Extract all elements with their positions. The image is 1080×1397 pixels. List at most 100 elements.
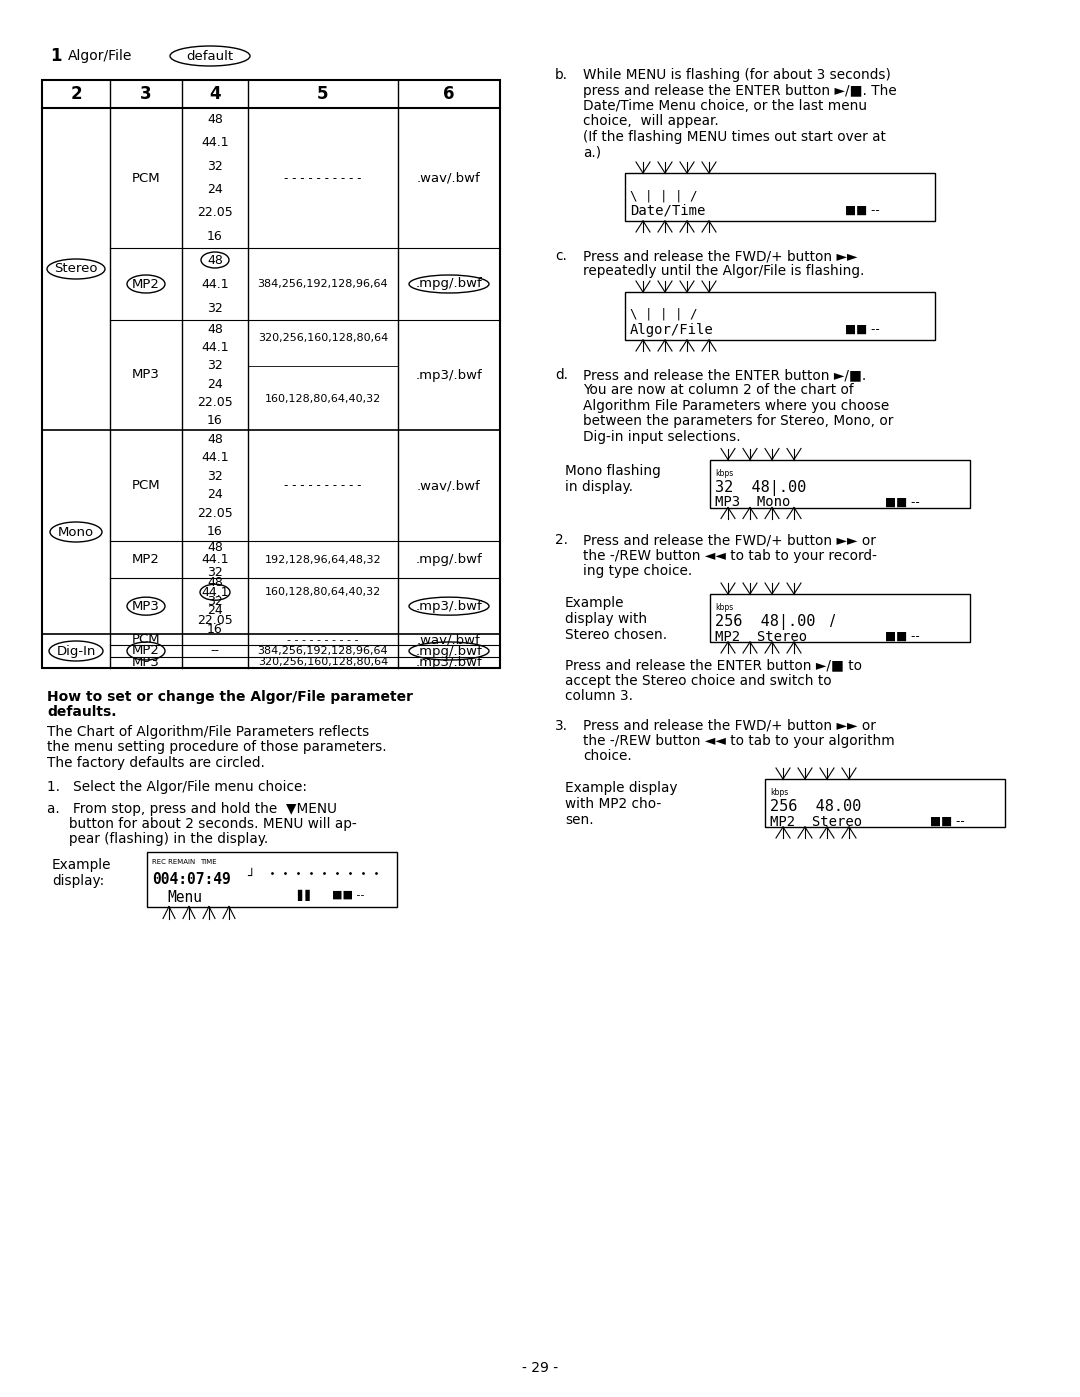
Text: ■■ --: ■■ -- (845, 204, 880, 217)
Text: 16: 16 (207, 623, 222, 636)
Text: Stereo: Stereo (54, 263, 98, 275)
Text: You are now at column 2 of the chart of: You are now at column 2 of the chart of (583, 384, 853, 398)
Text: the menu setting procedure of those parameters.: the menu setting procedure of those para… (48, 740, 387, 754)
Text: The factory defaults are circled.: The factory defaults are circled. (48, 756, 265, 770)
Text: Example: Example (565, 597, 624, 610)
Text: 192,128,96,64,48,32: 192,128,96,64,48,32 (265, 555, 381, 564)
Text: Mono flashing: Mono flashing (565, 464, 661, 478)
Text: Algor/File: Algor/File (630, 323, 714, 337)
Text: Press and release the FWD/+ button ►► or: Press and release the FWD/+ button ►► or (583, 718, 876, 732)
Text: defaults.: defaults. (48, 705, 117, 719)
Text: - - - - - - - - - -: - - - - - - - - - - (287, 634, 359, 644)
Text: 4: 4 (210, 85, 220, 103)
Text: Press and release the FWD/+ button ►► or: Press and release the FWD/+ button ►► or (583, 534, 876, 548)
Text: 32  48|.00: 32 48|.00 (715, 479, 807, 496)
Text: 24: 24 (207, 489, 222, 502)
Text: PCM: PCM (132, 633, 160, 647)
Text: 32: 32 (207, 159, 222, 173)
Text: Press and release the ENTER button ►/■.: Press and release the ENTER button ►/■. (583, 367, 866, 381)
Text: sen.: sen. (565, 813, 594, 827)
Text: 16: 16 (207, 415, 222, 427)
Text: b.: b. (555, 68, 568, 82)
Text: MP3  Mono: MP3 Mono (715, 496, 791, 510)
Text: ■■ --: ■■ -- (332, 890, 365, 900)
Text: MP3: MP3 (132, 655, 160, 669)
Text: Menu: Menu (167, 890, 202, 904)
Text: 5: 5 (318, 85, 328, 103)
Text: the -/REW button ◄◄ to tab to your algorithm: the -/REW button ◄◄ to tab to your algor… (583, 733, 894, 747)
Text: pear (flashing) in the display.: pear (flashing) in the display. (48, 833, 268, 847)
Text: (If the flashing MENU times out start over at: (If the flashing MENU times out start ov… (583, 130, 886, 144)
Text: 256  48|.00: 256 48|.00 (715, 615, 815, 630)
Text: press and release the ENTER button ►/■. The: press and release the ENTER button ►/■. … (583, 84, 896, 98)
Text: a.   From stop, press and hold the  ▼MENU: a. From stop, press and hold the ▼MENU (48, 802, 337, 816)
Text: Example: Example (52, 859, 111, 873)
Text: \ | | | /: \ | | | / (630, 189, 698, 203)
Text: 160,128,80,64,40,32: 160,128,80,64,40,32 (265, 587, 381, 598)
Text: ■■ --: ■■ -- (885, 630, 920, 643)
Text: Date/Time: Date/Time (630, 204, 705, 218)
Text: 48: 48 (207, 577, 222, 590)
Bar (765, 780, 1005, 827)
Text: Stereo chosen.: Stereo chosen. (565, 629, 667, 643)
Text: PCM: PCM (132, 479, 160, 492)
Text: 44.1: 44.1 (201, 278, 229, 291)
Text: Date/Time Menu choice, or the last menu: Date/Time Menu choice, or the last menu (583, 99, 867, 113)
Text: 48: 48 (207, 433, 222, 446)
Text: 320,256,160,128,80,64: 320,256,160,128,80,64 (258, 334, 388, 344)
Text: The Chart of Algorithm/File Parameters reflects: The Chart of Algorithm/File Parameters r… (48, 725, 369, 739)
Text: 004:07:49: 004:07:49 (152, 872, 231, 887)
Text: 32: 32 (207, 469, 222, 483)
Bar (625, 292, 935, 339)
Text: .wav/.bwf: .wav/.bwf (417, 479, 481, 492)
Bar (710, 460, 970, 507)
Text: choice.: choice. (583, 750, 632, 764)
Text: Algorithm File Parameters where you choose: Algorithm File Parameters where you choo… (583, 400, 889, 414)
Text: d.: d. (555, 367, 568, 381)
Text: .mpg/.bwf: .mpg/.bwf (416, 644, 483, 658)
Text: kbps: kbps (715, 468, 733, 478)
Text: 44.1: 44.1 (201, 553, 229, 566)
Text: display with: display with (565, 612, 647, 626)
Text: 24: 24 (207, 605, 222, 617)
Text: 2.: 2. (555, 534, 568, 548)
Text: 24: 24 (207, 183, 222, 196)
Text: Dig-in input selections.: Dig-in input selections. (583, 430, 741, 444)
Text: Mono: Mono (58, 525, 94, 538)
Text: 6: 6 (443, 85, 455, 103)
Text: ing type choice.: ing type choice. (583, 564, 692, 578)
Text: 22.05: 22.05 (198, 507, 233, 520)
Text: column 3.: column 3. (565, 689, 633, 703)
Text: While MENU is flashing (for about 3 seconds): While MENU is flashing (for about 3 seco… (583, 68, 891, 82)
Text: default: default (187, 49, 233, 63)
Text: .wav/.bwf: .wav/.bwf (417, 633, 481, 647)
Text: Dig-In: Dig-In (56, 644, 96, 658)
Text: 44.1: 44.1 (201, 451, 229, 464)
Text: Press and release the ENTER button ►/■ to: Press and release the ENTER button ►/■ t… (565, 658, 862, 672)
Text: 1: 1 (50, 47, 62, 66)
Text: a.): a.) (583, 145, 602, 159)
Text: - - - - - - - - - -: - - - - - - - - - - (284, 479, 362, 492)
Text: c.: c. (555, 249, 567, 263)
Text: .mpg/.bwf: .mpg/.bwf (416, 278, 483, 291)
Text: kbps: kbps (715, 604, 733, 612)
Text: choice,  will appear.: choice, will appear. (583, 115, 719, 129)
Text: 22.05: 22.05 (198, 613, 233, 627)
Text: kbps: kbps (770, 788, 788, 798)
Text: .mp3/.bwf: .mp3/.bwf (416, 599, 483, 613)
Text: 3: 3 (140, 85, 152, 103)
Text: - - - - - - - - - -: - - - - - - - - - - (284, 172, 362, 184)
Text: TIME: TIME (200, 859, 217, 866)
Text: MP2: MP2 (132, 644, 160, 658)
Text: 32: 32 (207, 566, 222, 578)
Text: 32: 32 (207, 359, 222, 373)
Text: Algor/File: Algor/File (68, 49, 133, 63)
Text: 160,128,80,64,40,32: 160,128,80,64,40,32 (265, 394, 381, 404)
Text: 256  48.00: 256 48.00 (770, 799, 861, 814)
Bar (625, 173, 935, 221)
Text: 16: 16 (207, 231, 222, 243)
Bar (42, 80, 500, 668)
Text: MP2: MP2 (132, 278, 160, 291)
Text: - 29 -: - 29 - (522, 1361, 558, 1375)
Text: PCM: PCM (132, 172, 160, 184)
